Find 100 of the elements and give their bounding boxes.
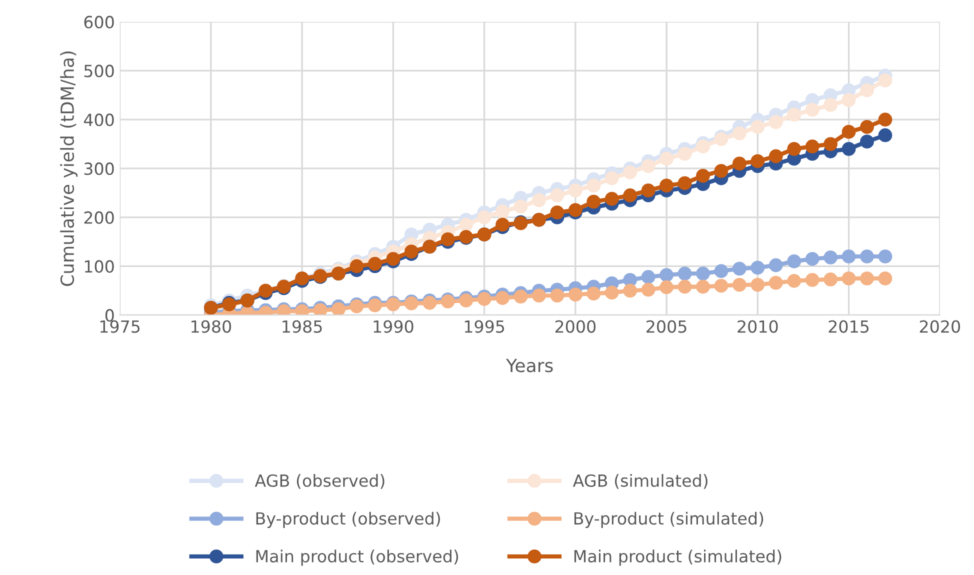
point	[496, 291, 510, 305]
point	[824, 272, 838, 286]
point	[824, 137, 838, 151]
point	[604, 171, 619, 186]
x-tick-label: 1975	[100, 320, 140, 333]
point	[514, 290, 528, 304]
y-tick-label: 600	[84, 16, 114, 28]
x-tick-label: 2000	[555, 320, 596, 333]
point	[660, 280, 674, 294]
point	[568, 184, 582, 198]
point	[586, 194, 601, 209]
point	[878, 74, 892, 88]
point	[404, 244, 418, 259]
point	[586, 178, 601, 193]
point	[714, 264, 728, 278]
point	[696, 280, 710, 294]
point	[660, 178, 674, 193]
point	[313, 303, 328, 316]
x-tick-label: 2005	[646, 320, 686, 333]
point	[768, 115, 783, 129]
point	[787, 254, 802, 268]
point	[678, 266, 692, 280]
point	[477, 292, 492, 306]
point	[641, 159, 656, 173]
point	[805, 140, 820, 154]
point	[750, 120, 765, 134]
point	[714, 278, 728, 293]
point	[842, 124, 856, 139]
point	[787, 142, 802, 156]
point	[386, 252, 400, 266]
point	[805, 252, 820, 266]
point	[842, 272, 856, 286]
point	[842, 250, 856, 264]
legend-label: By-product (observed)	[256, 512, 440, 528]
point	[514, 200, 528, 214]
point	[641, 282, 656, 297]
point	[550, 188, 564, 202]
point	[696, 140, 710, 154]
y-tick-label: 200	[84, 211, 114, 224]
y-tick-label: 400	[84, 114, 114, 126]
point	[623, 188, 638, 202]
point	[696, 266, 710, 280]
point	[860, 134, 874, 149]
point	[750, 278, 765, 292]
point	[824, 98, 838, 112]
x-tick-label: 2010	[738, 320, 778, 333]
point	[768, 149, 783, 164]
x-tick-label: 1990	[374, 320, 414, 333]
point	[368, 298, 382, 312]
y-tick-label: 0	[105, 309, 114, 322]
point	[860, 272, 874, 286]
x-tick-label: 1980	[192, 320, 232, 333]
point	[787, 274, 802, 288]
point	[805, 272, 820, 287]
point	[878, 250, 892, 264]
legend-label: AGB (simulated)	[572, 474, 708, 489]
point	[805, 102, 820, 117]
point	[332, 302, 346, 316]
y-tick-label: 500	[84, 64, 114, 78]
legend-label: Main product (observed)	[256, 550, 458, 566]
point	[623, 284, 638, 298]
point	[860, 83, 874, 98]
point	[768, 276, 783, 290]
legend-label: By-product (simulated)	[574, 512, 764, 528]
point	[714, 164, 728, 178]
point	[368, 256, 382, 271]
point	[842, 93, 856, 107]
point	[787, 108, 802, 122]
point	[604, 192, 619, 206]
x-tick-label: 1995	[464, 320, 504, 333]
x-tick-label: 2020	[920, 320, 960, 333]
point	[750, 260, 765, 275]
point	[550, 206, 564, 220]
point	[660, 268, 674, 282]
point	[732, 278, 746, 292]
point	[459, 293, 474, 308]
legend-label: AGB (observed)	[254, 474, 384, 489]
point	[641, 270, 656, 284]
y-tick-label: 300	[84, 162, 114, 176]
point	[604, 286, 619, 300]
point	[532, 193, 546, 208]
point	[732, 262, 746, 276]
y-axis-title: Cumulative yield (tDM/ha)	[60, 51, 78, 286]
point	[842, 142, 856, 156]
point	[550, 288, 564, 302]
point	[696, 168, 710, 183]
legend-label: Main product (simulated)	[574, 550, 782, 566]
y-tick-label: 100	[84, 260, 114, 273]
point	[459, 218, 474, 232]
point	[878, 272, 892, 286]
point	[586, 286, 601, 301]
point	[532, 288, 546, 302]
point	[496, 204, 510, 218]
point	[732, 126, 746, 140]
point	[678, 280, 692, 294]
point	[660, 152, 674, 166]
x-tick-label: 1985	[282, 320, 322, 333]
point	[860, 250, 874, 264]
point	[714, 132, 728, 146]
point	[768, 258, 783, 272]
